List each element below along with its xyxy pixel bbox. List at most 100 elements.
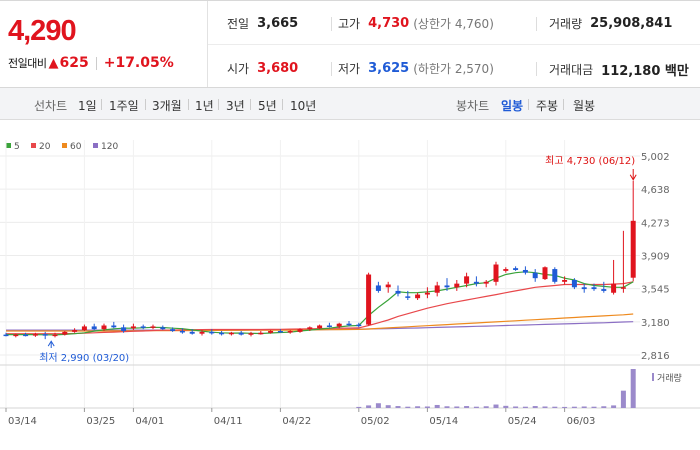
legend-swatch [62, 143, 67, 148]
chart-legend: 5 20 60 120 [6, 142, 118, 152]
lower-limit: (하한가 2,570) [413, 62, 494, 76]
turnover-label: 거래대금 [549, 63, 594, 77]
day-high: 고가 4,730 (상한가 4,760) [338, 15, 494, 32]
divider [218, 99, 219, 110]
candle-body [3, 334, 9, 337]
candle-body [101, 325, 107, 330]
change-value: 625 [59, 55, 89, 71]
volume-legend-swatch [652, 373, 654, 381]
volume-bar [571, 406, 577, 408]
candle-body [581, 287, 587, 290]
divider [331, 62, 332, 76]
period-3y[interactable]: 3년 [226, 99, 245, 113]
volume-label: 거래량 [657, 372, 682, 384]
period-1d[interactable]: 1일 [78, 99, 97, 113]
row-divider [208, 44, 700, 45]
volume: 거래량 25,908,841 [549, 15, 672, 32]
period-1y[interactable]: 1년 [195, 99, 214, 113]
y-tick-label: 3,545 [641, 285, 670, 296]
candle-body [366, 274, 372, 325]
candle-body [179, 330, 185, 333]
candle-body [219, 332, 225, 335]
candle-body [611, 283, 617, 293]
candle-monthly[interactable]: 월봉 [573, 99, 596, 113]
divider [331, 17, 332, 31]
volume-panel: 거래량 [356, 369, 682, 408]
volume-bar [542, 406, 548, 408]
upper-limit: (상한가 4,760) [413, 17, 494, 31]
volume-bar [473, 406, 479, 408]
prev-close: 전일 3,665 [227, 15, 298, 32]
candle-body [562, 279, 568, 282]
volume-bar [503, 405, 509, 408]
period-10y[interactable]: 10년 [290, 99, 317, 113]
candle-body [542, 267, 548, 280]
x-tick-label: 03/25 [86, 416, 115, 427]
candle-weekly[interactable]: 주봉 [536, 99, 559, 113]
divider [188, 99, 189, 110]
y-tick-label: 3,909 [641, 252, 670, 263]
divider [95, 56, 97, 70]
volume-bar [513, 406, 519, 408]
candle-body [248, 333, 254, 335]
candle-body [346, 323, 352, 326]
x-axis: 03/14 03/25 04/01 04/11 04/22 05/02 05/14 05/24… [5, 408, 596, 427]
candle-body [81, 326, 87, 331]
volume-bar [552, 406, 558, 408]
volume-bar [454, 406, 460, 408]
x-tick-label: 04/22 [282, 416, 311, 427]
volume-bar [424, 406, 430, 408]
change-percent: +17.05% [103, 55, 174, 71]
divider [536, 17, 537, 31]
volume-value: 25,908,841 [590, 16, 673, 31]
candle-body [415, 294, 421, 299]
candle-body [473, 281, 479, 284]
high-annotation: 최고 4,730 (06/12) [545, 155, 635, 167]
x-tick-label: 04/01 [135, 416, 164, 427]
legend-label: 20 [39, 142, 51, 152]
candlestick-chart: 5 20 60 120 최고 4,730 (06/12) 최저 2,990 (03/20… [0, 140, 700, 427]
candle-body [121, 327, 127, 331]
candle-body [170, 329, 176, 331]
candle-body [317, 325, 323, 329]
candle-body [13, 334, 19, 337]
candle-body [571, 279, 577, 288]
candle-body [238, 332, 244, 335]
candle-body [130, 326, 136, 329]
candle-body [62, 331, 68, 335]
divider [563, 99, 564, 110]
candle-body [307, 327, 313, 330]
volume-bar [405, 406, 411, 408]
day-low: 저가 3,625 (하한가 2,570) [338, 60, 494, 77]
y-tick-label: 5,002 [641, 152, 670, 163]
volume-bar [366, 405, 372, 408]
change-row: 전일대비 ▲ 625 +17.05% [8, 55, 174, 71]
period-5y[interactable]: 5년 [258, 99, 277, 113]
volume-bar [532, 406, 538, 408]
volume-bar [611, 405, 617, 408]
period-toolbar: 선차트 1일 1주일 3개월 1년 3년 5년 10년 봉차트 일봉 주봉 월봉 [0, 88, 700, 120]
volume-bar [434, 404, 440, 408]
candle-body [601, 289, 607, 291]
change-label: 전일대비 [8, 57, 47, 70]
period-1w[interactable]: 1주일 [109, 99, 139, 113]
candle-body [513, 268, 519, 270]
candle-body [189, 331, 195, 334]
x-tick-label: 04/11 [214, 416, 243, 427]
volume-bar [375, 403, 381, 408]
candle-body [454, 283, 460, 288]
period-3m[interactable]: 3개월 [152, 99, 182, 113]
candle-body [140, 326, 146, 328]
volume-bar [395, 406, 401, 408]
candle-body [503, 269, 509, 271]
candle-body [424, 292, 430, 295]
candle-body [150, 326, 156, 328]
volume-bar [591, 406, 597, 408]
volume-bar [444, 406, 450, 408]
volume-bar [562, 406, 568, 408]
x-tick-label: 06/03 [567, 416, 596, 427]
candle-body [52, 334, 58, 337]
volume-bar [415, 406, 421, 408]
candle-daily[interactable]: 일봉 [501, 99, 524, 113]
y-tick-label: 3,180 [641, 318, 670, 329]
